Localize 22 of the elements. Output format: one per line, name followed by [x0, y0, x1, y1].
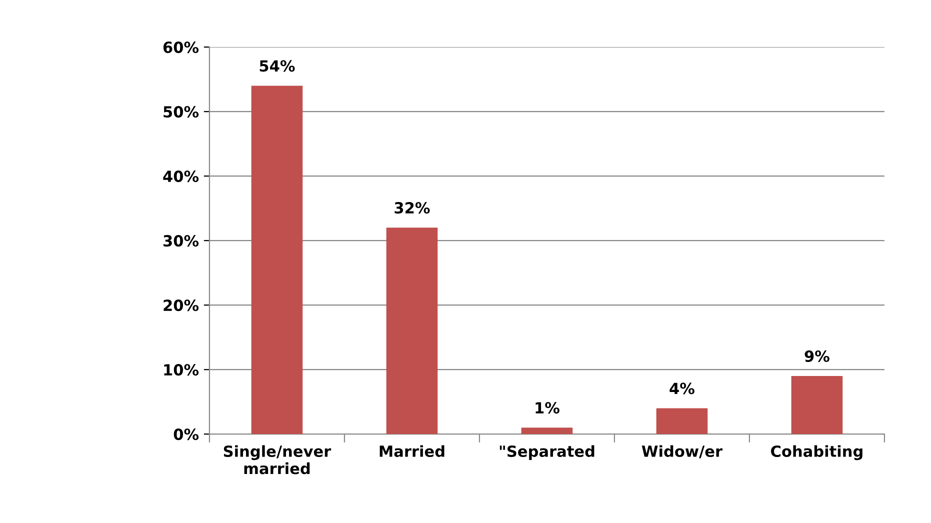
y-tick-label: 0% — [174, 428, 199, 440]
bar — [656, 408, 708, 434]
y-tick-label: 20% — [164, 300, 199, 312]
data-label: 9% — [804, 350, 830, 362]
x-tick-label: Single/never married — [224, 445, 332, 474]
data-label: 54% — [260, 60, 295, 72]
bar — [386, 228, 438, 434]
bar — [251, 86, 303, 434]
y-tick-label: 30% — [164, 235, 199, 247]
y-tick-label: 10% — [164, 364, 199, 376]
x-tick-label: Cohabiting — [771, 445, 862, 460]
y-tick-label: 50% — [164, 106, 199, 118]
y-tick-label: 40% — [163, 170, 199, 182]
y-tick-label: 60% — [163, 42, 199, 54]
x-tick-label: Widow/er — [642, 445, 722, 458]
data-label: 4% — [670, 382, 694, 394]
x-tick-label: "Separated — [500, 445, 594, 460]
x-tick-label: Married — [380, 445, 444, 458]
bar — [521, 428, 573, 434]
data-label: 32% — [394, 202, 430, 214]
data-label: 1% — [536, 402, 560, 414]
bar — [791, 376, 843, 434]
